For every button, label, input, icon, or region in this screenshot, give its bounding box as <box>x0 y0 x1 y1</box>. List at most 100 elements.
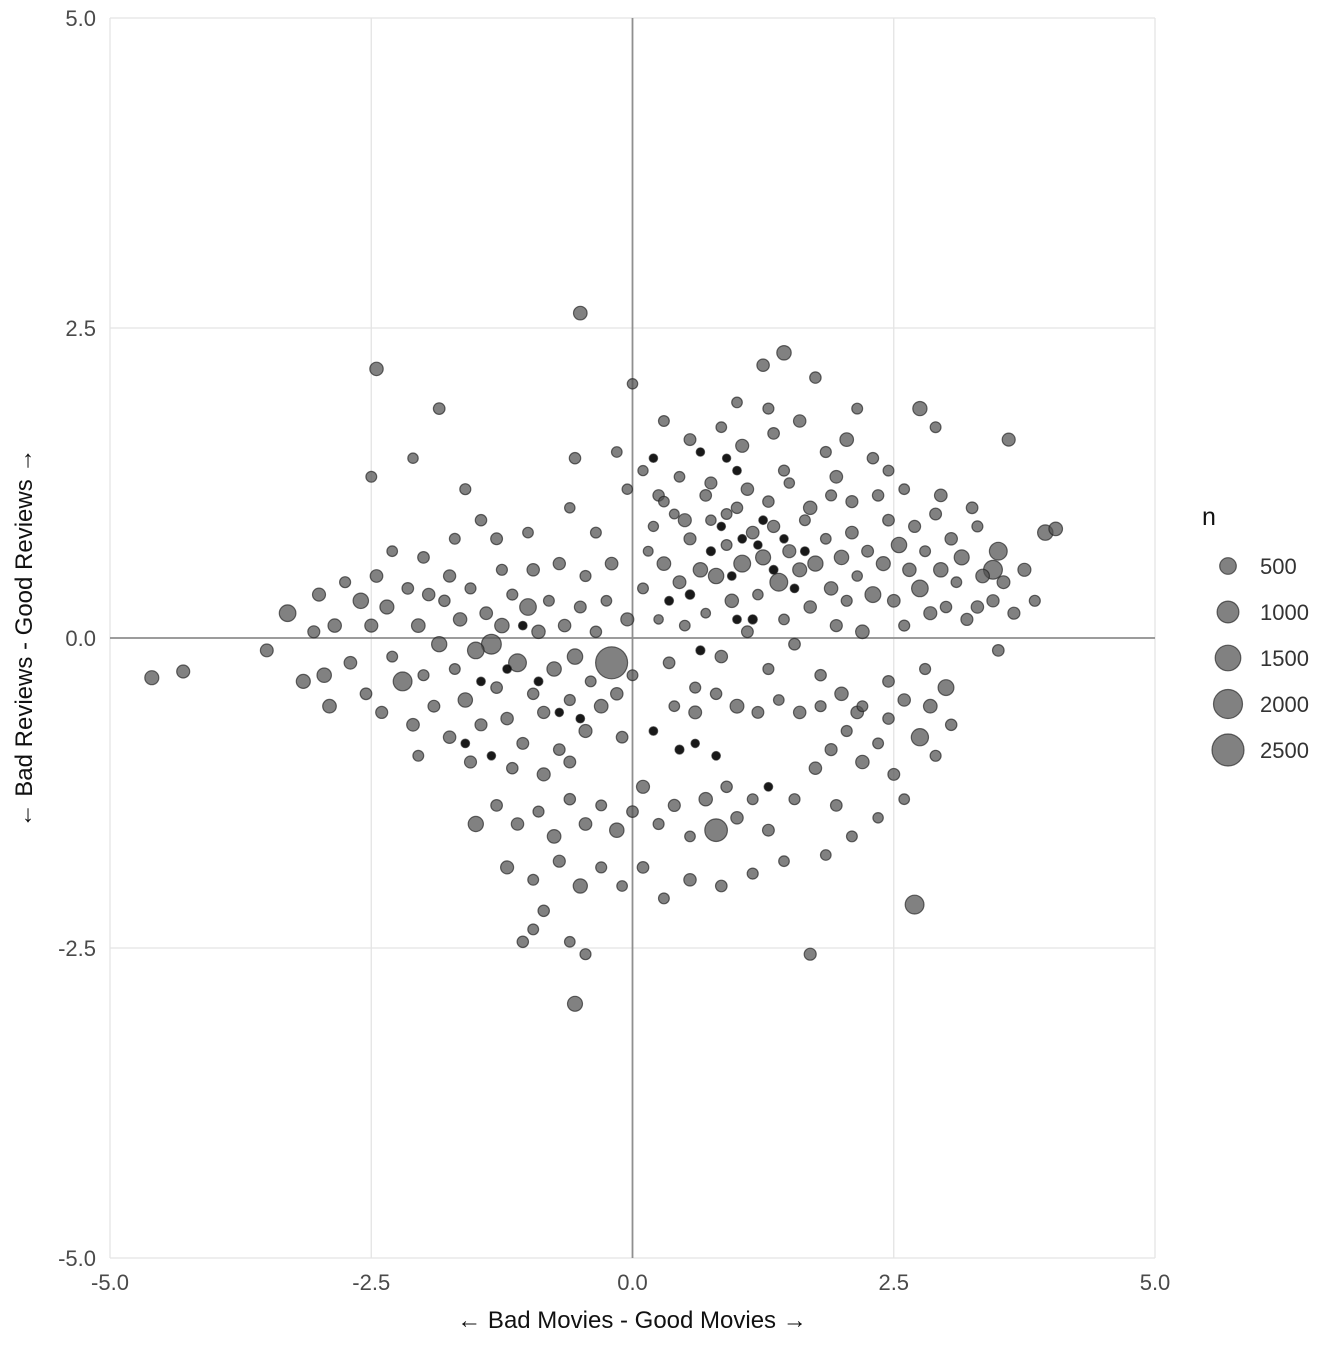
data-point <box>578 817 593 831</box>
data-point <box>824 489 838 502</box>
data-point <box>991 644 1005 657</box>
data-point <box>407 452 419 464</box>
data-point <box>322 698 337 714</box>
data-point <box>566 995 584 1012</box>
data-point <box>988 541 1008 561</box>
data-point <box>364 618 379 633</box>
data-point <box>939 600 953 614</box>
data-point <box>714 879 728 893</box>
data-point <box>861 544 875 558</box>
legend-key-circle <box>1216 600 1240 624</box>
data-point <box>657 415 670 428</box>
data-point <box>466 641 485 660</box>
data-point <box>537 904 550 918</box>
data-point <box>479 606 494 621</box>
data-point <box>572 878 589 894</box>
data-point <box>427 699 441 713</box>
data-point <box>417 669 430 682</box>
data-point <box>647 520 660 533</box>
data-point <box>552 556 567 571</box>
data-point <box>615 730 629 744</box>
data-point <box>808 761 823 775</box>
data-point <box>375 705 389 720</box>
data-point <box>442 569 457 583</box>
data-point <box>656 556 672 571</box>
data-point <box>552 854 566 868</box>
data-point <box>259 643 274 658</box>
data-point <box>557 618 572 633</box>
data-point <box>855 754 870 770</box>
data-point <box>438 594 451 608</box>
data-point <box>459 483 472 496</box>
data-point <box>626 377 639 390</box>
y-tick-label: -5.0 <box>58 1246 96 1271</box>
data-point <box>695 447 706 457</box>
data-point <box>578 723 593 739</box>
data-point <box>386 650 399 663</box>
data-point <box>872 811 884 824</box>
data-point <box>902 562 917 578</box>
data-point <box>788 793 801 806</box>
data-point <box>476 676 486 687</box>
data-point <box>768 564 779 575</box>
data-point <box>635 779 651 794</box>
data-point <box>715 421 728 434</box>
data-point <box>763 781 774 792</box>
data-point <box>802 500 818 516</box>
legend-key-circle <box>1214 644 1242 672</box>
data-point <box>788 637 801 651</box>
data-point <box>882 464 895 477</box>
data-point <box>316 667 332 683</box>
data-point <box>792 705 807 720</box>
data-point <box>674 744 685 755</box>
data-point <box>872 737 885 750</box>
data-point <box>840 724 853 738</box>
data-point <box>522 526 534 539</box>
data-point <box>707 567 725 585</box>
data-point <box>700 607 712 619</box>
data-point <box>845 495 859 509</box>
data-point <box>698 791 713 807</box>
data-point <box>664 595 675 606</box>
data-point <box>510 817 525 831</box>
x-axis-title: ← Bad Movies - Good Movies → <box>457 1307 806 1334</box>
data-point <box>762 662 775 676</box>
data-point <box>642 545 654 557</box>
data-point <box>731 396 743 409</box>
data-point <box>417 551 430 564</box>
data-point <box>937 679 955 697</box>
data-point <box>421 587 436 602</box>
data-point <box>626 805 639 818</box>
data-point <box>886 593 901 608</box>
data-point <box>653 614 664 625</box>
data-point <box>740 482 755 496</box>
data-point <box>176 664 191 679</box>
data-point <box>1017 562 1032 577</box>
data-point <box>875 555 891 572</box>
data-point <box>845 525 859 540</box>
y-axis-title: ← Bad Reviews - Good Reviews → <box>11 449 38 828</box>
data-point <box>516 935 530 949</box>
data-point <box>919 545 932 558</box>
data-point <box>595 861 608 874</box>
data-point <box>704 476 718 490</box>
data-point <box>839 432 855 448</box>
data-point <box>714 649 729 664</box>
data-point <box>720 780 733 794</box>
data-point <box>678 619 691 632</box>
data-point <box>589 526 602 539</box>
data-point <box>851 402 864 415</box>
data-point <box>1028 594 1041 607</box>
data-point <box>500 860 515 875</box>
legend-key-circle <box>1212 688 1244 720</box>
data-point <box>410 618 426 633</box>
data-point <box>779 533 789 544</box>
data-point <box>950 576 963 589</box>
data-point <box>996 575 1011 590</box>
legend-key-circle <box>1211 733 1245 767</box>
data-point <box>568 451 582 465</box>
data-point <box>572 305 588 321</box>
data-point <box>589 625 603 639</box>
data-point <box>600 594 613 607</box>
data-point <box>490 532 504 546</box>
